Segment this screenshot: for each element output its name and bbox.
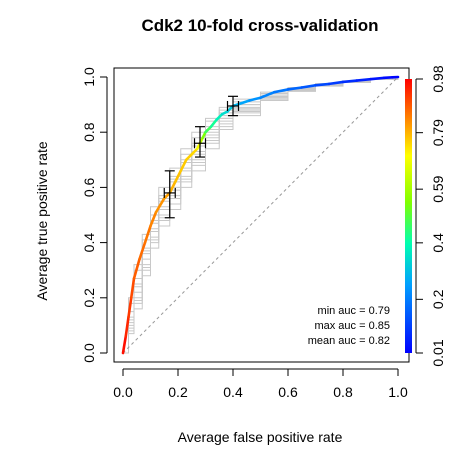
y-tick-label: 0.8: [81, 122, 97, 142]
x-axis-label: Average false positive rate: [178, 429, 343, 445]
average-curve-segment: [286, 86, 304, 91]
error-bar-3: [226, 95, 240, 117]
auc-annotation: mean auc = 0.82: [308, 335, 390, 347]
average-curve-segment: [369, 76, 386, 81]
y-tick-label: 1.0: [81, 67, 97, 87]
average-curve-segment: [239, 99, 251, 105]
error-bar-1: [163, 170, 176, 219]
chart-title: Cdk2 10-fold cross-validation: [141, 16, 378, 35]
x-tick-label: 0.4: [223, 384, 243, 400]
auc-annotations: min auc = 0.79 max auc = 0.85 mean auc = 0…: [308, 305, 390, 347]
average-curve-segment: [154, 197, 166, 214]
average-curve-segment: [173, 169, 183, 184]
average-curve-segment: [209, 118, 218, 128]
y-axis-label: Average true positive rate: [34, 141, 50, 300]
y-tick-label: 0.0: [81, 343, 97, 363]
average-curve-segment: [127, 296, 133, 319]
average-curve-segment: [138, 241, 147, 261]
average-curve-segment: [300, 83, 317, 89]
average-curve-segment: [124, 315, 130, 338]
y-tick-label: 0.4: [81, 233, 97, 253]
average-curve-segment: [168, 180, 177, 195]
colorbar-tick-label: 0.2: [430, 289, 446, 309]
x-axis: 0.0 0.2 0.4 0.6 0.8 1.0: [113, 368, 408, 400]
average-curve-segment: [129, 277, 136, 300]
average-curve-segment: [355, 77, 372, 82]
colorbar-axis: 0.01 0.2 0.4 0.59 0.79 0.98: [415, 65, 446, 367]
average-roc-curve: [121, 75, 400, 355]
average-curve-segment: [272, 88, 290, 94]
auc-annotation: min auc = 0.79: [318, 305, 390, 317]
x-tick-label: 0.6: [278, 384, 298, 400]
average-curve-segment: [314, 82, 331, 87]
average-curve-segment: [341, 79, 359, 84]
colorbar-tick-label: 0.79: [430, 119, 446, 146]
average-curve-segment: [327, 80, 345, 86]
average-curve-segment: [132, 257, 141, 280]
diagonal-reference-line: [122, 76, 399, 354]
average-curve-segment: [179, 158, 188, 173]
error-bars: [163, 95, 240, 219]
x-tick-label: 0.0: [113, 384, 133, 400]
average-curve-segment: [248, 96, 262, 102]
colorbar-tick-label: 0.4: [430, 233, 446, 253]
average-curve-segment: [149, 210, 158, 228]
y-tick-label: 0.2: [81, 288, 97, 308]
colorbar-tick-label: 0.98: [430, 65, 446, 92]
average-curve-segment: [121, 335, 128, 355]
error-bar-2: [193, 126, 207, 158]
average-curve-segment: [259, 90, 276, 99]
colorbar-tick-label: 0.01: [430, 339, 446, 366]
colorbar: [405, 79, 412, 353]
colorbar-tick-label: 0.59: [430, 175, 446, 202]
x-tick-label: 0.8: [333, 384, 353, 400]
fold-curve-10: [123, 77, 399, 354]
x-tick-label: 0.2: [168, 384, 188, 400]
x-tick-label: 1.0: [388, 384, 408, 400]
average-curve-segment: [143, 224, 152, 244]
y-axis: 0.0 0.2 0.4 0.6 0.8 1.0: [81, 67, 108, 363]
average-curve-segment: [382, 75, 394, 80]
y-tick-label: 0.6: [81, 177, 97, 197]
auc-annotation: max auc = 0.85: [314, 320, 390, 332]
